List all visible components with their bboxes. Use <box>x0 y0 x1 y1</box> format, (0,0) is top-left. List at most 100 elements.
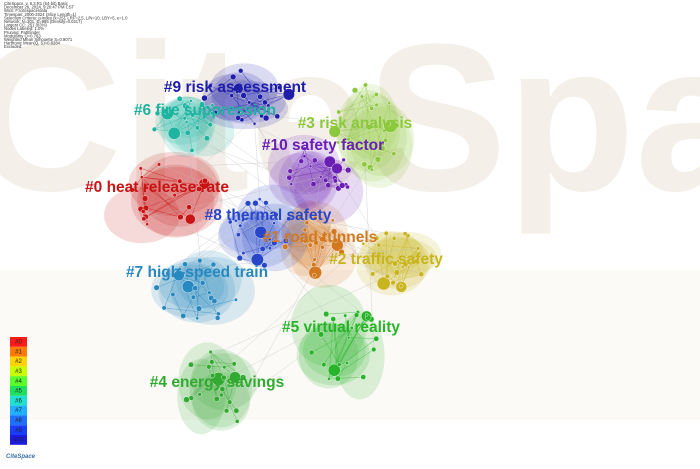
cluster-area <box>288 151 338 212</box>
edge <box>201 185 367 317</box>
node <box>223 408 230 414</box>
edge <box>254 123 260 200</box>
cluster-area <box>348 102 415 177</box>
edge <box>323 312 359 365</box>
node <box>363 82 368 88</box>
node <box>170 292 176 297</box>
cluster-area <box>210 63 279 113</box>
node <box>370 271 376 277</box>
node <box>313 240 319 246</box>
node <box>351 87 358 94</box>
legend-swatch <box>10 386 27 396</box>
node <box>182 116 187 121</box>
node <box>230 73 237 81</box>
edge <box>334 94 377 132</box>
node <box>252 200 259 207</box>
node <box>140 175 144 179</box>
node <box>331 162 343 175</box>
node <box>286 174 293 181</box>
edge <box>187 107 209 134</box>
node <box>186 204 192 211</box>
node <box>277 85 282 90</box>
node <box>402 231 408 237</box>
watermark: CiteSpace <box>0 0 700 235</box>
node <box>233 407 240 414</box>
node <box>336 140 341 145</box>
cluster-label: #9 risk assessment <box>164 79 306 96</box>
legend-label: #6 <box>15 398 22 404</box>
edge <box>289 160 315 178</box>
header-line: WoS: F:\citespace\data <box>4 8 48 13</box>
legend-swatch <box>10 435 27 445</box>
node <box>238 223 243 228</box>
node <box>323 311 330 318</box>
edge <box>194 288 200 309</box>
node <box>308 164 313 169</box>
node <box>140 209 146 214</box>
node <box>398 283 404 289</box>
edge <box>218 378 238 422</box>
node <box>387 101 391 105</box>
node <box>182 261 188 268</box>
edge <box>338 104 377 113</box>
cluster-area <box>290 284 367 367</box>
edge <box>164 307 184 317</box>
legend-label: #8 <box>15 418 22 424</box>
header-line: Modularity Q=0.763 <box>4 33 41 38</box>
node <box>287 168 293 174</box>
node <box>262 99 268 106</box>
edge <box>198 188 388 277</box>
edge <box>230 203 249 223</box>
edge <box>187 105 211 125</box>
node <box>211 298 218 305</box>
node <box>334 375 341 382</box>
cluster-area <box>233 217 293 268</box>
cluster-area <box>298 322 359 389</box>
edge <box>329 161 378 239</box>
cluster-area <box>211 72 270 122</box>
node <box>406 265 411 270</box>
legend-label: #0 <box>15 340 22 346</box>
node <box>392 260 399 267</box>
legend-label: #5 <box>15 389 22 395</box>
edge <box>304 229 311 246</box>
node <box>360 374 367 380</box>
node <box>376 276 391 291</box>
legend-label: #2 <box>15 359 22 365</box>
edge <box>210 351 225 368</box>
edge <box>174 133 290 178</box>
node <box>391 236 397 241</box>
cluster-area <box>170 256 255 325</box>
node <box>282 88 295 101</box>
edge <box>289 168 338 178</box>
node <box>272 211 279 218</box>
node <box>207 122 213 128</box>
node <box>208 83 213 89</box>
node <box>141 216 147 222</box>
edge <box>334 125 391 132</box>
edge <box>184 264 215 302</box>
edge <box>354 89 377 106</box>
node <box>184 213 196 225</box>
node <box>307 242 313 248</box>
node <box>320 244 325 250</box>
node <box>330 228 338 235</box>
node <box>289 182 294 186</box>
node <box>210 261 217 268</box>
cluster-label: #8 thermal safety <box>205 207 332 224</box>
node <box>286 216 292 222</box>
node <box>385 121 391 127</box>
edge <box>186 122 203 283</box>
cluster-label: #4 energy savings <box>150 374 284 391</box>
edge <box>365 84 372 109</box>
node <box>195 316 200 321</box>
node <box>304 220 310 226</box>
node <box>346 137 351 142</box>
edge <box>143 185 202 219</box>
node <box>190 294 196 300</box>
node <box>349 325 354 330</box>
node <box>336 362 342 367</box>
node <box>167 126 181 140</box>
cluster-label: #5 virtual reality <box>282 319 400 336</box>
node <box>341 157 346 162</box>
